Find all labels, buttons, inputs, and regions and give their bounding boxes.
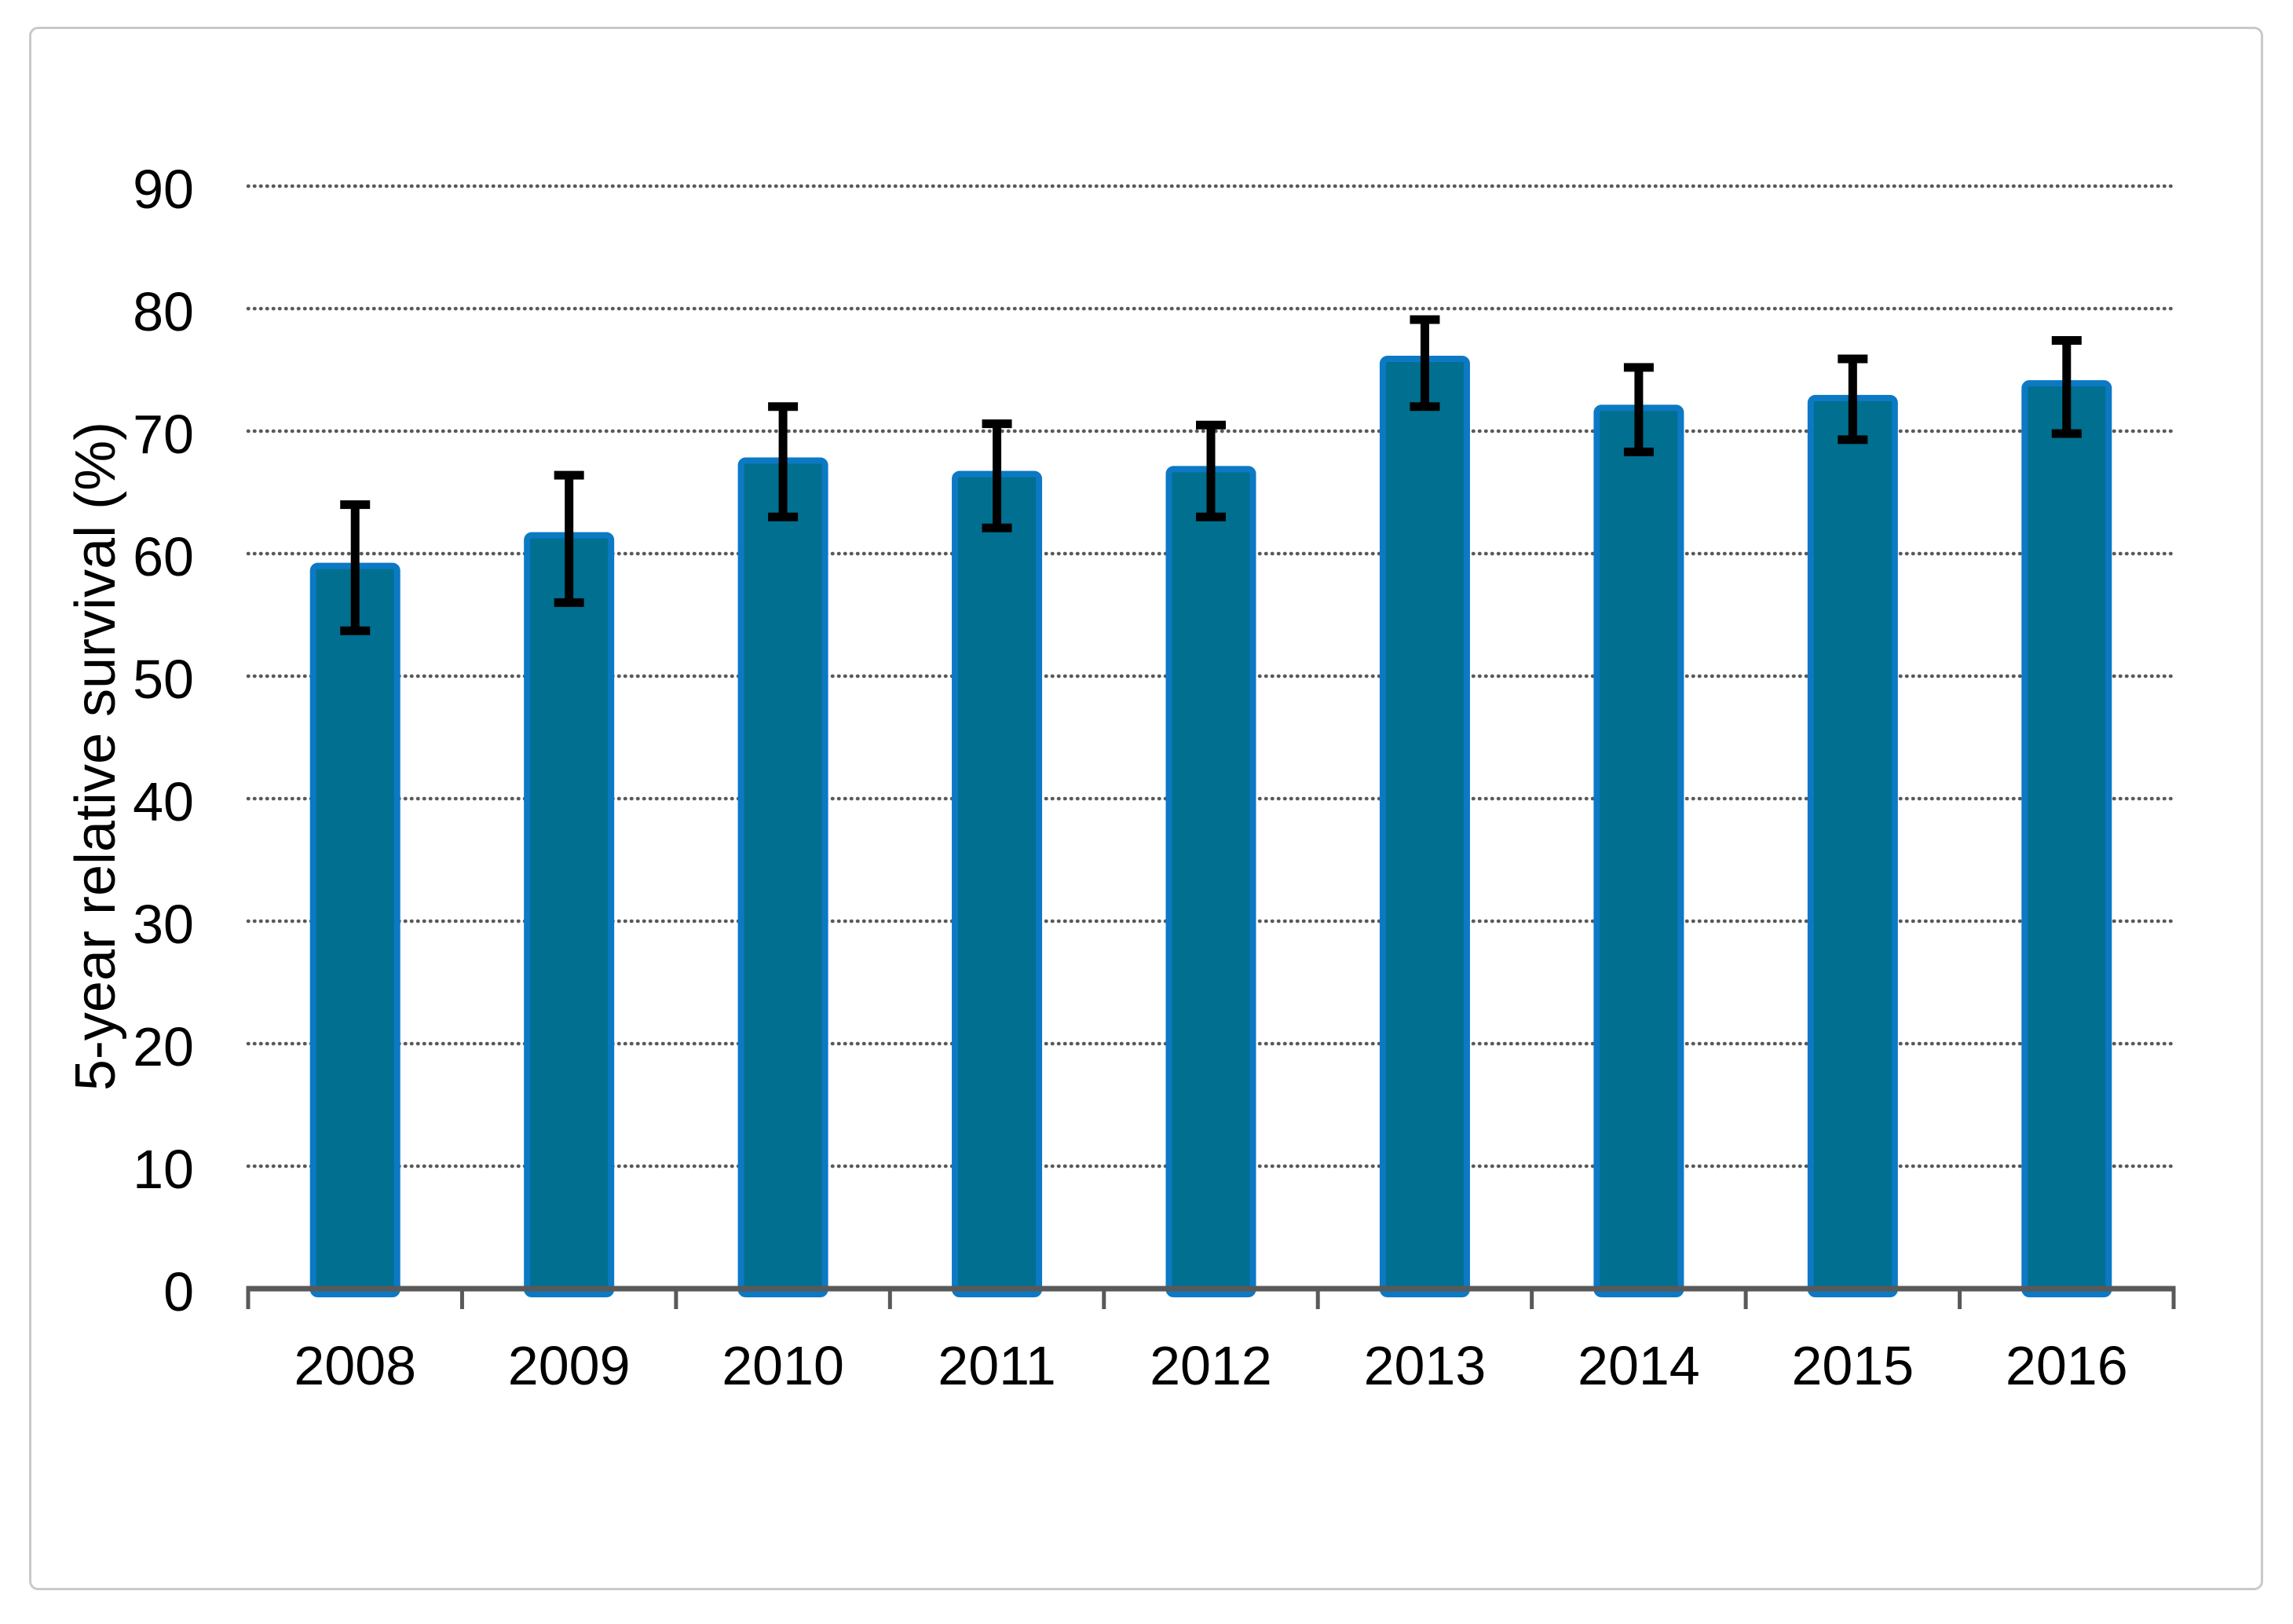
y-tick-label-20: 20 xyxy=(133,1016,194,1077)
y-tick-label-40: 40 xyxy=(133,771,194,832)
bar-2015 xyxy=(1807,394,1898,1297)
bar-2012 xyxy=(1165,466,1256,1297)
error-bars-group xyxy=(340,315,2082,635)
y-tick-label-30: 30 xyxy=(133,894,194,955)
y-tick-label-80: 80 xyxy=(133,281,194,342)
x-axis-group xyxy=(246,1286,2176,1309)
y-tick-label-90: 90 xyxy=(133,159,194,220)
x-tick-label-2008: 2008 xyxy=(294,1335,416,1396)
y-axis-title: 5-year relative survival (%) xyxy=(64,422,127,1091)
bar-2011 xyxy=(952,470,1043,1297)
chart-frame-border xyxy=(29,27,2263,1590)
bar-2016 xyxy=(2021,380,2112,1297)
bar-2008 xyxy=(309,562,400,1297)
x-tick-label-2012: 2012 xyxy=(1150,1335,1272,1396)
bars-group xyxy=(309,355,2112,1298)
x-tick-label-2015: 2015 xyxy=(1791,1335,1914,1396)
bar-2014 xyxy=(1593,404,1684,1297)
x-tick-label-2016: 2016 xyxy=(2006,1335,2128,1396)
y-tick-label-10: 10 xyxy=(133,1139,194,1200)
y-tick-label-60: 60 xyxy=(133,526,194,587)
bar-2010 xyxy=(737,457,828,1298)
x-tick-label-2009: 2009 xyxy=(508,1335,631,1396)
y-tick-label-70: 70 xyxy=(133,404,194,465)
x-axis-tick-labels: 2008 2009 2010 2011 2012 2013 2014 2015 2016 xyxy=(294,1335,2127,1396)
x-tick-label-2010: 2010 xyxy=(722,1335,844,1396)
y-tick-label-50: 50 xyxy=(133,649,194,710)
y-tick-label-0: 0 xyxy=(163,1261,194,1322)
y-axis-tick-labels: 0 10 20 30 40 50 60 70 80 90 xyxy=(133,159,194,1322)
bar-2009 xyxy=(524,532,615,1297)
x-tick-label-2011: 2011 xyxy=(938,1335,1056,1396)
bar-2013 xyxy=(1379,355,1470,1298)
x-tick-label-2013: 2013 xyxy=(1364,1335,1487,1396)
x-tick-label-2014: 2014 xyxy=(1578,1335,1700,1396)
